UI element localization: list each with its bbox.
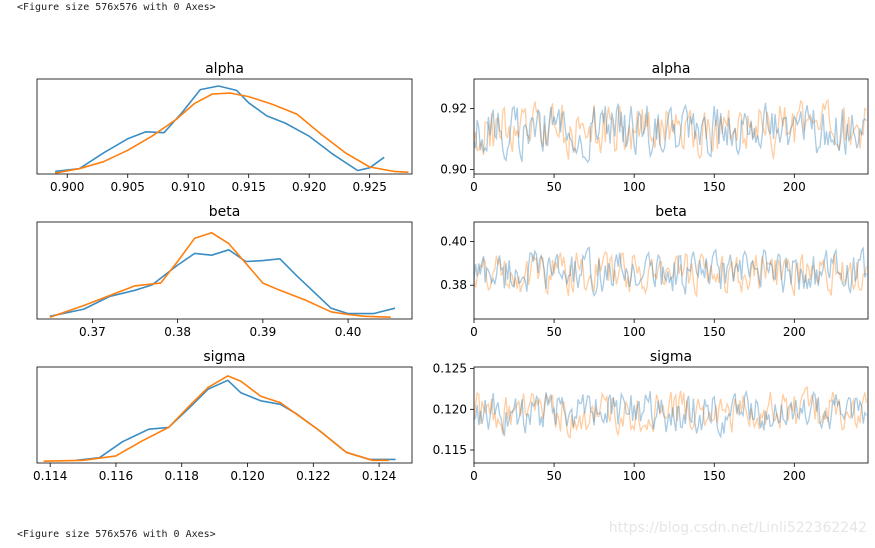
subplot-title: beta <box>655 204 687 220</box>
x-tick-label: 0 <box>470 180 478 194</box>
x-tick-label: 0.118 <box>165 469 199 483</box>
x-tick-label: 0.920 <box>292 180 326 194</box>
x-tick-label: 50 <box>546 180 561 194</box>
trace-line-chain-1 <box>474 246 868 297</box>
subplot-title: alpha <box>652 61 691 77</box>
x-tick-label: 200 <box>783 469 806 483</box>
data-layer <box>474 385 868 439</box>
x-tick-label: 100 <box>623 180 646 194</box>
data-layer <box>49 232 396 318</box>
axes-frame <box>36 78 413 175</box>
x-tick-label: 50 <box>546 325 561 339</box>
subplot-beta-trace: beta 0 50 100 150 200 0.38 0.40 <box>440 204 869 339</box>
density-line-chain-1 <box>49 249 396 318</box>
trace-line-chain-2 <box>474 250 868 299</box>
density-line-chain-2 <box>54 92 409 174</box>
y-tick-label: 0.40 <box>440 235 467 249</box>
x-tick-label: 150 <box>703 469 726 483</box>
axes-frame <box>473 221 869 320</box>
y-tick-label: 0.38 <box>440 278 467 292</box>
y-tick-label: 0.125 <box>433 362 467 376</box>
trace-line-chain-2 <box>474 385 868 439</box>
data-layer <box>54 85 409 174</box>
x-tick-label: 0 <box>470 469 478 483</box>
x-tick-label: 0.122 <box>296 469 330 483</box>
x-tick-label: 0.925 <box>352 180 386 194</box>
y-tick-label: 0.92 <box>440 102 467 116</box>
x-tick-label: 0 <box>470 325 478 339</box>
figure-note-bottom: <Figure size 576x576 with 0 Axes> <box>17 529 216 540</box>
x-tick-label: 0.915 <box>232 180 266 194</box>
figure-note-top: <Figure size 576x576 with 0 Axes> <box>17 2 216 13</box>
subplot-sigma-kde: sigma 0.114 0.116 0.118 0.120 0.122 0.124 <box>33 349 413 483</box>
x-tick-label: 200 <box>783 325 806 339</box>
subplot-title: sigma <box>203 349 245 365</box>
axes-frame <box>36 366 413 464</box>
axes-frame <box>473 366 869 464</box>
subplot-sigma-trace: sigma 0 50 100 150 200 0.115 0.120 0.125 <box>433 349 869 483</box>
watermark-text: https://blog.csdn.net/Linli522362242 <box>608 520 867 536</box>
x-tick-label: 150 <box>703 325 726 339</box>
x-tick-label: 0.39 <box>249 325 276 339</box>
x-tick-label: 0.124 <box>362 469 396 483</box>
data-layer <box>43 375 396 462</box>
data-layer <box>474 246 868 299</box>
x-tick-label: 50 <box>546 469 561 483</box>
x-tick-label: 0.120 <box>230 469 264 483</box>
x-tick-label: 0.114 <box>33 469 67 483</box>
subplot-title: sigma <box>650 349 692 365</box>
density-line-chain-2 <box>49 232 391 318</box>
x-tick-label: 0.37 <box>79 325 106 339</box>
y-tick-label: 0.90 <box>440 162 467 176</box>
x-tick-label: 200 <box>783 180 806 194</box>
y-tick-label: 0.115 <box>433 443 467 457</box>
x-tick-label: 0.910 <box>171 180 205 194</box>
x-tick-label: 0.116 <box>99 469 133 483</box>
subplot-beta-kde: beta 0.37 0.38 0.39 0.40 <box>36 204 413 339</box>
x-tick-label: 0.900 <box>50 180 84 194</box>
data-layer <box>474 98 867 164</box>
y-tick-label: 0.120 <box>433 402 467 416</box>
subplot-title: alpha <box>205 61 244 77</box>
density-line-chain-2 <box>43 375 389 462</box>
x-tick-label: 100 <box>623 469 646 483</box>
density-line-chain-1 <box>55 85 385 173</box>
density-line-chain-1 <box>76 379 396 462</box>
x-tick-label: 100 <box>623 325 646 339</box>
subplot-alpha-kde: alpha 0.900 0.905 0.910 0.915 0.920 0.925 <box>36 61 413 194</box>
trace-line-chain-1 <box>474 102 867 164</box>
axes-frame <box>36 221 413 320</box>
axes-frame <box>473 78 869 175</box>
x-tick-label: 0.905 <box>111 180 145 194</box>
subplot-alpha-trace: alpha 0 50 100 150 200 0.90 0.92 <box>440 61 869 194</box>
x-tick-label: 0.40 <box>335 325 362 339</box>
x-tick-label: 150 <box>703 180 726 194</box>
trace-line-chain-1 <box>474 389 867 439</box>
subplot-title: beta <box>209 204 241 220</box>
trace-line-chain-2 <box>474 98 867 160</box>
x-tick-label: 0.38 <box>164 325 191 339</box>
